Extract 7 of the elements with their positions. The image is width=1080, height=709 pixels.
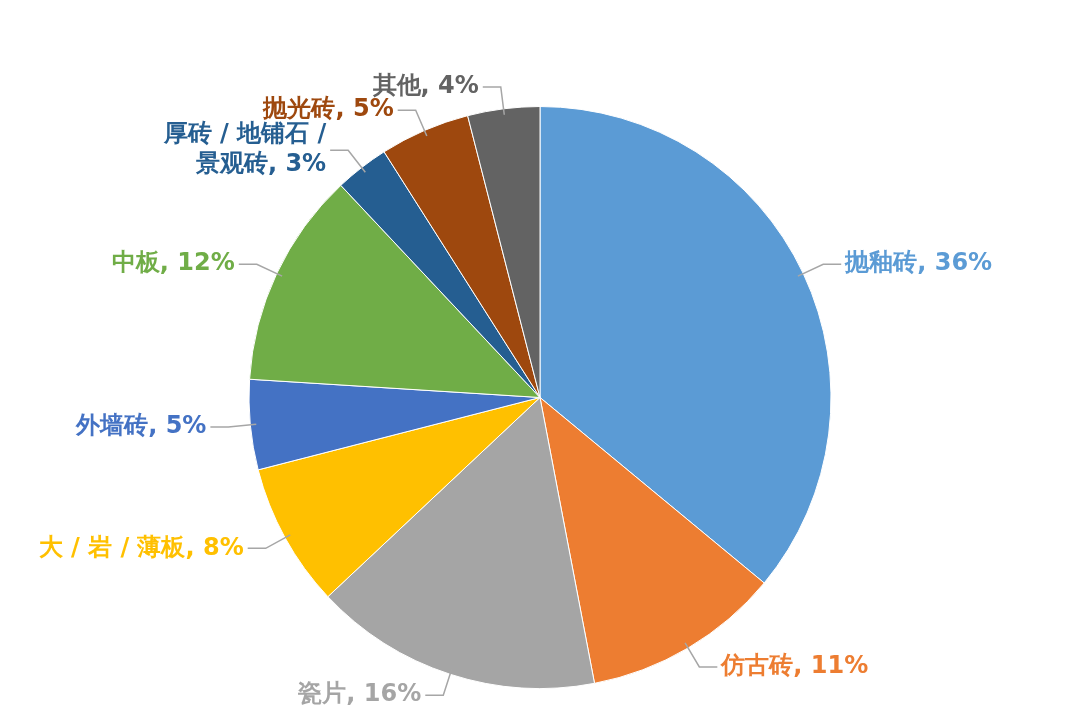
slice-label: 中板, 12% — [111, 248, 235, 277]
slice-label: 厚砖 / 地铺石 / 景观砖, 3% — [162, 119, 327, 178]
slice-label: 仿古砖, 11% — [720, 651, 869, 680]
slice-label: 大 / 岩 / 薄板, 8% — [38, 532, 244, 561]
slice-label: 抛釉砖, 36% — [844, 248, 993, 277]
slice-label: 瓷片, 16% — [297, 679, 422, 708]
slice-label: 外墙砖, 5% — [75, 411, 207, 440]
